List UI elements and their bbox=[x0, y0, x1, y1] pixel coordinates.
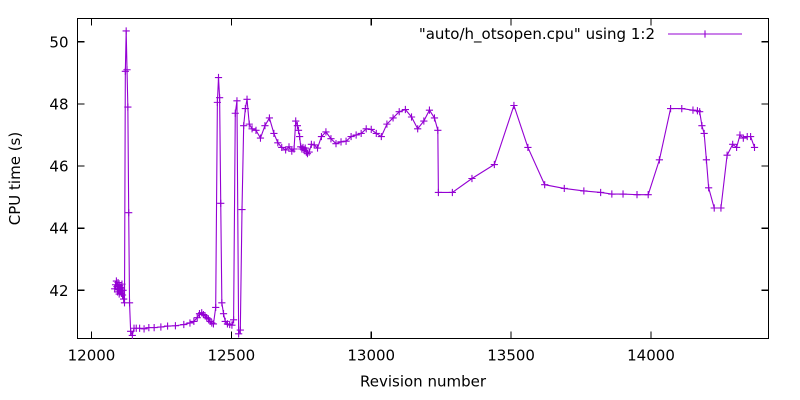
x-axis-title: Revision number bbox=[360, 373, 487, 391]
chart-legend: "auto/h_otsopen.cpu" using 1:2 bbox=[419, 25, 742, 44]
x-tick-label: 14000 bbox=[627, 347, 675, 365]
series-point-markers-0 bbox=[111, 27, 759, 339]
legend-sample-line bbox=[668, 30, 742, 38]
x-axis-ticks: 12000 12500 13000 13500 14000 bbox=[68, 18, 675, 365]
y-tick-label: 50 bbox=[49, 33, 68, 51]
y-tick-label: 48 bbox=[49, 95, 68, 113]
legend-entry-label: "auto/h_otsopen.cpu" using 1:2 bbox=[419, 25, 655, 44]
y-axis-title: CPU time (s) bbox=[6, 132, 24, 225]
x-tick-label: 13500 bbox=[487, 347, 535, 365]
x-tick-label: 12000 bbox=[68, 347, 116, 365]
x-tick-label: 13000 bbox=[347, 347, 395, 365]
y-tick-label: 44 bbox=[49, 220, 68, 238]
x-tick-label: 12500 bbox=[208, 347, 256, 365]
plot-border bbox=[76, 17, 770, 340]
y-tick-label: 46 bbox=[49, 158, 68, 176]
data-series-group bbox=[111, 27, 759, 339]
y-axis-ticks: 42 44 46 48 50 bbox=[49, 33, 769, 300]
y-tick-label: 42 bbox=[49, 282, 68, 300]
